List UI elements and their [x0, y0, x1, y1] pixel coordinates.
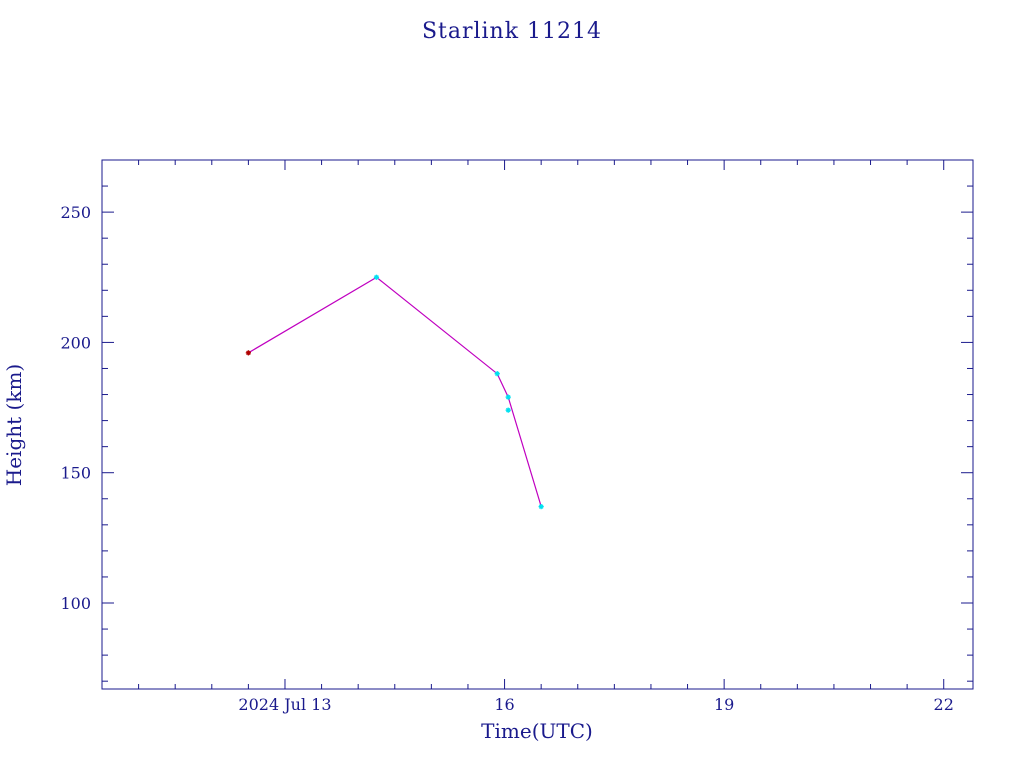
x-tick-label: 2024 Jul 13 [238, 695, 331, 714]
x-tick-label: 22 [934, 695, 954, 714]
data-point [494, 371, 500, 377]
x-tick-label: 16 [494, 695, 514, 714]
x-axis-label: Time(UTC) [481, 719, 593, 743]
plot-frame [101, 159, 974, 690]
x-tick-label: 19 [714, 695, 734, 714]
tick-labels: 2024 Jul 13 16 19 22 100 150 200 250 [60, 203, 953, 714]
chart-title: Starlink 11214 [422, 19, 602, 44]
y-tick-label: 150 [60, 464, 91, 483]
data-point [538, 503, 544, 510]
y-tick-label: 100 [60, 594, 91, 613]
markers-group [245, 274, 544, 510]
data-point [373, 274, 380, 280]
y-tick-label: 200 [60, 333, 91, 352]
y-tick-label: 250 [60, 203, 91, 222]
y-axis-label: Height (km) [2, 364, 26, 486]
series-line [248, 276, 542, 507]
data-point [245, 350, 251, 356]
data-point [505, 407, 511, 413]
series-line-group [248, 276, 542, 507]
data-point [505, 394, 511, 400]
axis-ticks [101, 159, 973, 689]
